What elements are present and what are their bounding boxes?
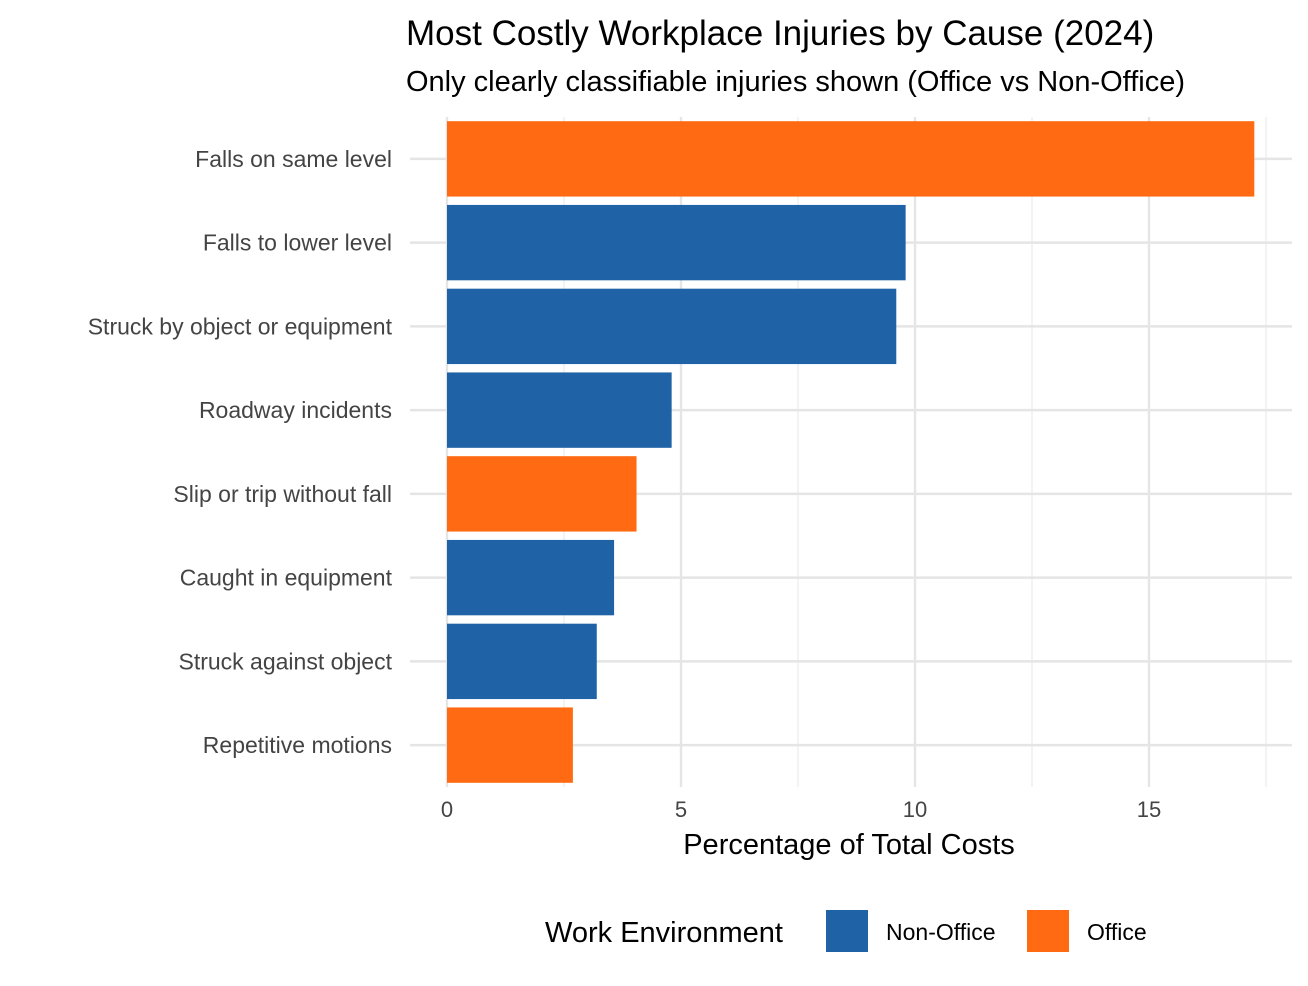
legend-swatch-office: [1027, 910, 1069, 952]
legend-label-non-office: Non-Office: [886, 919, 996, 945]
bar: [447, 456, 637, 532]
bar: [447, 121, 1255, 197]
category-label: Struck by object or equipment: [88, 313, 393, 339]
legend: Work Environment Non-Office Office: [545, 910, 1147, 952]
bar: [447, 288, 897, 365]
category-labels: Falls on same level Falls to lower level S…: [88, 146, 393, 758]
bar: [447, 539, 615, 616]
x-tick-label: 15: [1137, 797, 1161, 822]
category-label: Repetitive motions: [203, 732, 392, 758]
bar: [447, 204, 906, 281]
x-tick-labels: 0 5 10 15: [441, 797, 1161, 822]
bars: [447, 121, 1255, 783]
category-label: Falls to lower level: [203, 230, 392, 256]
legend-title: Work Environment: [545, 917, 783, 949]
x-tick-label: 0: [441, 797, 453, 822]
chart-subtitle: Only clearly classifiable injuries shown…: [406, 66, 1185, 98]
bar: [447, 372, 672, 448]
bar: [447, 623, 597, 700]
category-label: Roadway incidents: [199, 397, 392, 423]
x-tick-label: 5: [675, 797, 687, 822]
category-label: Falls on same level: [195, 146, 392, 172]
x-axis-title: Percentage of Total Costs: [683, 829, 1015, 861]
category-label: Slip or trip without fall: [173, 481, 392, 507]
category-label: Caught in equipment: [180, 565, 393, 591]
bar: [447, 707, 573, 783]
legend-label-office: Office: [1087, 919, 1147, 945]
x-tick-label: 10: [903, 797, 927, 822]
category-label: Struck against object: [178, 648, 392, 674]
legend-swatch-non-office: [826, 910, 868, 952]
chart-title: Most Costly Workplace Injuries by Cause …: [406, 14, 1154, 53]
